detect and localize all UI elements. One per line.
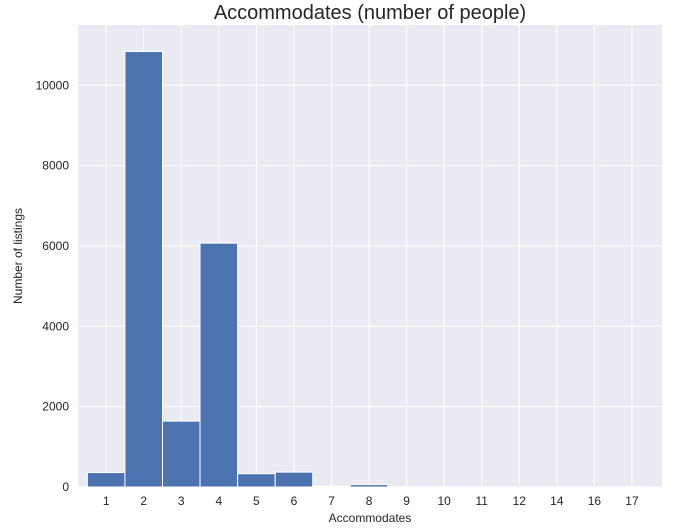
- bar-7: [312, 485, 351, 488]
- bar-1: [86, 472, 126, 488]
- x-tick-label: 6: [291, 494, 298, 508]
- y-axis-label: Number of listings: [11, 208, 25, 304]
- y-tick-label: 8000: [42, 159, 69, 173]
- x-tick-label: 3: [178, 494, 185, 508]
- bar-8: [349, 484, 389, 488]
- x-tick-label: 17: [625, 494, 639, 508]
- chart-title: Accommodates (number of people): [214, 2, 526, 24]
- y-tick-label: 4000: [42, 319, 69, 333]
- bar-2: [124, 51, 164, 488]
- y-tick-label: 6000: [42, 239, 69, 253]
- x-tick-label: 4: [215, 494, 222, 508]
- bars: [86, 51, 652, 488]
- y-tick-label: 0: [62, 480, 69, 494]
- x-tick-label: 8: [366, 494, 373, 508]
- x-tick-label: 11: [475, 494, 488, 508]
- x-tick-labels: 1 2 3 4 5 6 7 8 9 10 11 12 14 16 17: [103, 494, 639, 508]
- y-tick-label: 2000: [42, 400, 69, 414]
- x-tick-label: 2: [140, 494, 147, 508]
- y-tick-label: 10000: [36, 78, 70, 92]
- x-tick-label: 10: [437, 494, 451, 508]
- plot-area: [78, 25, 662, 487]
- x-tick-label: 5: [253, 494, 260, 508]
- x-tick-label: 9: [403, 494, 410, 508]
- x-axis-label: Accommodates: [329, 511, 412, 525]
- x-tick-label: 16: [588, 494, 602, 508]
- bar-6: [274, 471, 314, 488]
- bar-3: [162, 420, 201, 488]
- x-tick-label: 12: [513, 494, 527, 508]
- x-tick-label: 1: [103, 494, 110, 508]
- x-tick-label: 7: [328, 494, 335, 508]
- bar-5: [237, 473, 276, 488]
- bar-4: [199, 242, 239, 488]
- x-tick-label: 14: [550, 494, 564, 508]
- gridlines: [78, 25, 662, 488]
- y-tick-labels: 0 2000 4000 6000 8000 10000: [36, 78, 70, 494]
